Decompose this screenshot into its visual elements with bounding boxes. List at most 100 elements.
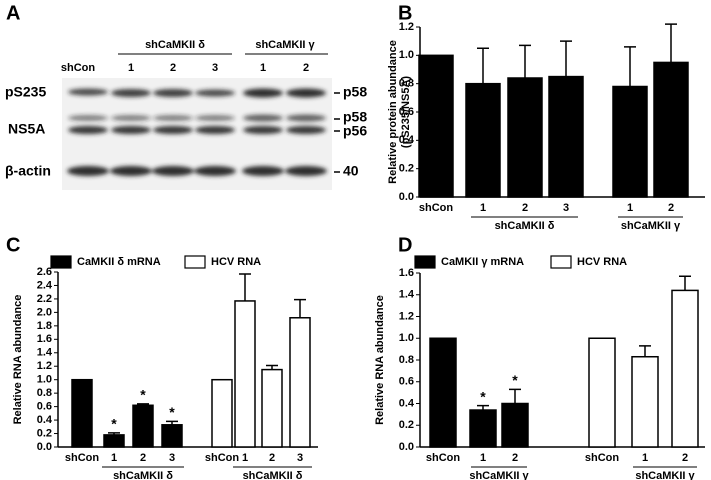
y-tick-label: 1.6 bbox=[399, 267, 414, 279]
y-tick-label: 0.6 bbox=[399, 106, 414, 118]
x-tick-label: 1 bbox=[480, 202, 486, 214]
y-tick-label: 0.6 bbox=[399, 376, 414, 388]
y-tick-label: 0.2 bbox=[37, 427, 52, 439]
bar bbox=[261, 368, 283, 448]
group-label: shCaMKII γ bbox=[621, 220, 681, 232]
legend-swatch bbox=[50, 255, 72, 269]
x-tick-label: shCon bbox=[585, 452, 620, 464]
error-bar bbox=[519, 44, 531, 78]
y-tick-label: 2.2 bbox=[37, 293, 52, 305]
y-tick-label: 1.2 bbox=[399, 21, 414, 33]
group-label: shCaMKII δ bbox=[145, 39, 205, 51]
y-axis-label: (pS235/NS5A) bbox=[400, 76, 412, 148]
bar bbox=[469, 409, 497, 448]
y-tick-label: 0.8 bbox=[399, 78, 414, 90]
lane-label: 1 bbox=[128, 62, 134, 74]
x-tick-label: 2 bbox=[522, 202, 528, 214]
legend-swatch bbox=[414, 255, 436, 269]
x-tick-label: 1 bbox=[111, 452, 117, 464]
y-axis-label: Relative RNA abundance bbox=[374, 295, 386, 425]
panel-letter: B bbox=[398, 2, 412, 24]
bar bbox=[161, 424, 183, 448]
x-tick-label: 1 bbox=[480, 452, 486, 464]
y-tick-label: 0.4 bbox=[399, 134, 415, 146]
marker-label: p56 bbox=[343, 123, 367, 139]
significance-mark: * bbox=[169, 404, 175, 420]
group-label: shCaMKII δ bbox=[495, 220, 555, 232]
group-label: shCaMKII δ bbox=[243, 470, 303, 480]
panel-letter: D bbox=[398, 234, 412, 256]
y-tick-label: 1.2 bbox=[399, 310, 414, 322]
bar bbox=[671, 289, 699, 448]
x-tick-label: 2 bbox=[668, 202, 674, 214]
marker-label: p58 bbox=[343, 109, 367, 125]
bar bbox=[429, 337, 457, 448]
panel-letter: A bbox=[6, 2, 20, 24]
significance-mark: * bbox=[480, 388, 486, 404]
y-tick-label: 1.6 bbox=[37, 333, 52, 345]
x-tick-label: shCon bbox=[205, 452, 240, 464]
lane-label: shCon bbox=[61, 62, 96, 74]
legend-swatch bbox=[184, 255, 206, 269]
bar bbox=[465, 82, 501, 198]
error-bar bbox=[665, 23, 677, 63]
y-tick-label: 2.4 bbox=[37, 279, 53, 291]
legend-label: HCV RNA bbox=[577, 256, 627, 268]
bar bbox=[418, 54, 454, 198]
row-label: NS5A bbox=[8, 121, 45, 137]
row-label: pS235 bbox=[5, 84, 46, 100]
y-tick-label: 0.0 bbox=[399, 191, 414, 203]
y-tick-label: 1.0 bbox=[399, 49, 414, 61]
x-tick-label: 1 bbox=[627, 202, 633, 214]
blot-bands bbox=[67, 88, 327, 176]
panel-letter: C bbox=[6, 234, 20, 256]
bar bbox=[501, 402, 529, 448]
x-tick-label: 2 bbox=[512, 452, 518, 464]
y-tick-label: 0.8 bbox=[399, 354, 414, 366]
y-tick-label: 0.4 bbox=[399, 397, 415, 409]
lane-label: 2 bbox=[303, 62, 309, 74]
bar bbox=[103, 434, 125, 448]
bar bbox=[132, 404, 154, 448]
y-tick-label: 0.6 bbox=[37, 401, 52, 413]
x-tick-label: 3 bbox=[169, 452, 175, 464]
y-axis-label: Relative protein abundance bbox=[387, 40, 399, 184]
error-bar bbox=[679, 275, 691, 291]
y-tick-label: 1.2 bbox=[37, 360, 52, 372]
group-label: shCaMKII δ bbox=[113, 470, 173, 480]
bar bbox=[289, 317, 311, 448]
x-tick-label: 1 bbox=[242, 452, 248, 464]
error-bar bbox=[509, 388, 521, 404]
x-tick-label: 3 bbox=[297, 452, 303, 464]
significance-mark: * bbox=[111, 416, 117, 432]
y-tick-label: 2.6 bbox=[37, 266, 52, 278]
group-label: shCaMKII γ bbox=[635, 470, 695, 480]
y-tick-label: 1.4 bbox=[399, 289, 415, 301]
y-tick-label: 0.0 bbox=[37, 441, 52, 453]
marker-ticks bbox=[334, 92, 340, 173]
x-tick-label: 1 bbox=[642, 452, 648, 464]
marker-label: 40 bbox=[343, 163, 359, 179]
y-tick-label: 1.0 bbox=[37, 374, 52, 386]
lane-label: 2 bbox=[170, 62, 176, 74]
group-label: shCaMKII γ bbox=[255, 39, 315, 51]
y-axis-label: Relative RNA abundance bbox=[12, 295, 24, 425]
x-tick-label: shCon bbox=[65, 452, 100, 464]
y-tick-label: 0.4 bbox=[37, 414, 53, 426]
y-tick-label: 2.0 bbox=[37, 306, 52, 318]
x-tick-label: 2 bbox=[140, 452, 146, 464]
y-tick-label: 0.0 bbox=[399, 441, 414, 453]
lane-label: 3 bbox=[212, 62, 218, 74]
error-bar bbox=[624, 46, 636, 87]
bar bbox=[507, 77, 543, 198]
y-tick-label: 0.8 bbox=[37, 387, 52, 399]
legend-label: CaMKII γ mRNA bbox=[441, 256, 524, 268]
significance-mark: * bbox=[140, 387, 146, 403]
significance-mark: * bbox=[512, 372, 518, 388]
y-tick-label: 1.4 bbox=[37, 347, 53, 359]
error-bar bbox=[560, 40, 572, 77]
error-bar bbox=[639, 345, 651, 357]
group-label: shCaMKII γ bbox=[469, 470, 529, 480]
error-bar bbox=[239, 273, 251, 301]
